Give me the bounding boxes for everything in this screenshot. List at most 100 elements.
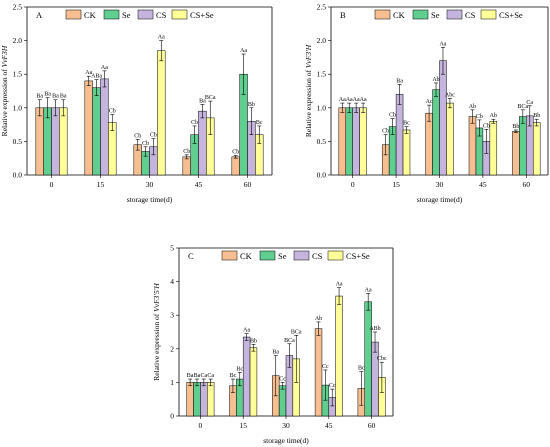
significance-letter: Aa <box>240 48 247 54</box>
significance-letter: Cb <box>232 150 239 156</box>
significance-letter: Ba <box>187 373 194 379</box>
significance-letter: BCa <box>284 338 295 344</box>
bar-cs <box>395 94 404 176</box>
x-tick-label: 60 <box>244 180 252 189</box>
bar-ck <box>35 107 44 176</box>
y-tick-label: 5 <box>170 244 174 253</box>
bar-cs-plus-se <box>402 129 411 176</box>
y-axis-title-prefix: Relative expression of <box>0 67 9 136</box>
bar-cs-plus-se <box>206 382 215 417</box>
bar-se <box>193 382 201 417</box>
y-axis-title: Relative expression of VvF3'H <box>304 44 313 137</box>
x-tick-label: 0 <box>50 180 54 189</box>
significance-letter: Cb <box>191 120 198 126</box>
y-axis-title-prefix: Relative expression of <box>152 312 161 381</box>
significance-letter: ABa <box>91 74 102 80</box>
legend-label: CS+Se <box>190 10 214 20</box>
x-tick-label: 60 <box>368 421 376 430</box>
legend-label: CK <box>240 251 253 261</box>
x-tick-label: 0 <box>351 180 355 189</box>
bar-cs-plus-se <box>157 50 166 176</box>
bar-se <box>278 385 287 417</box>
y-tick-label: 3 <box>170 311 174 320</box>
x-axis-title: storage time(d) <box>417 195 463 204</box>
bar-cs-plus-se <box>249 347 258 417</box>
significance-letter: Aa <box>365 287 372 293</box>
y-axis-title-gene: VvF3'5'H <box>152 283 161 312</box>
y-tick-label: 1.0 <box>13 103 23 112</box>
legend-swatch <box>374 9 391 20</box>
y-tick-label: 2.5 <box>317 3 327 12</box>
significance-letter: Ba <box>60 94 67 100</box>
significance-letter: Bb <box>250 338 257 344</box>
y-axis-title-gene: VvF3H <box>0 45 9 67</box>
bar-cs-plus-se <box>446 102 454 176</box>
significance-letter: Aa <box>85 70 92 76</box>
bar-cs-plus-se <box>335 295 343 417</box>
significance-letter: Cb <box>389 113 396 119</box>
bar-cs <box>198 110 207 176</box>
x-axis-title: storage time(d) <box>263 436 309 445</box>
bar-se <box>92 87 101 176</box>
significance-letter: Aa <box>346 97 353 103</box>
significance-letter: Cb <box>109 109 116 115</box>
significance-letter: Bb <box>248 102 255 108</box>
legend-label: Se <box>431 10 440 20</box>
panel-letter: B <box>340 10 346 20</box>
legend-label: CS <box>156 10 167 20</box>
legend-swatch <box>293 250 310 261</box>
significance-letter: Cb <box>134 133 141 139</box>
significance-letter: Aa <box>360 97 367 103</box>
bar-cs-plus-se <box>359 107 367 176</box>
significance-letter: Aa <box>439 41 446 47</box>
bar-ck <box>338 107 347 176</box>
significance-letter: Bb <box>512 124 519 130</box>
bar-ck <box>512 131 520 176</box>
legend-label: CK <box>84 10 97 20</box>
significance-letter: Cb <box>476 114 483 120</box>
significance-letter: Aa <box>101 65 108 71</box>
legend-swatch <box>327 250 344 261</box>
bar-cs <box>242 336 251 417</box>
bar-ck <box>186 382 194 417</box>
legend-swatch <box>103 9 120 20</box>
x-tick-label: 60 <box>523 180 531 189</box>
y-tick-label: 4 <box>170 277 174 286</box>
significance-letter: Ab <box>490 113 497 119</box>
significance-letter: Ba <box>44 92 51 98</box>
legend-swatch <box>137 9 154 20</box>
significance-letter: Aa <box>336 282 343 288</box>
x-tick-label: 30 <box>436 180 444 189</box>
y-tick-label: 0 <box>170 412 174 421</box>
significance-letter: Cb <box>382 129 389 135</box>
significance-letter: Cb <box>483 123 490 129</box>
y-tick-label: 2.0 <box>13 36 23 45</box>
x-axis-title: storage time(d) <box>127 195 173 204</box>
legend-swatch <box>412 9 429 20</box>
significance-letter: Abc <box>445 92 455 98</box>
bar-ck <box>182 156 191 176</box>
x-tick-label: 30 <box>146 180 154 189</box>
bar-cs <box>371 341 379 417</box>
significance-letter: ABb <box>369 326 380 332</box>
y-tick-label: 0.0 <box>13 171 23 180</box>
significance-letter: Cb <box>150 133 157 139</box>
legend-swatch <box>259 250 276 261</box>
significance-letter: Ba <box>36 94 43 100</box>
y-tick-label: 2 <box>170 344 174 353</box>
legend-swatch <box>171 9 188 20</box>
legend-label: CS <box>465 10 476 20</box>
y-tick-label: 1 <box>170 378 174 387</box>
x-tick-label: 15 <box>239 421 247 430</box>
x-tick-label: 45 <box>195 180 203 189</box>
significance-letter: Bc <box>403 121 410 127</box>
bar-ck <box>231 156 240 176</box>
y-axis-title: Relative expression of VvF3'5'H <box>152 283 161 381</box>
bar-ck <box>425 112 433 176</box>
legend-label: Se <box>122 10 131 20</box>
panel-letter: A <box>36 10 43 20</box>
significance-letter: Cc <box>329 383 336 389</box>
legend-swatch <box>480 9 497 20</box>
y-tick-label: 0.0 <box>317 171 327 180</box>
